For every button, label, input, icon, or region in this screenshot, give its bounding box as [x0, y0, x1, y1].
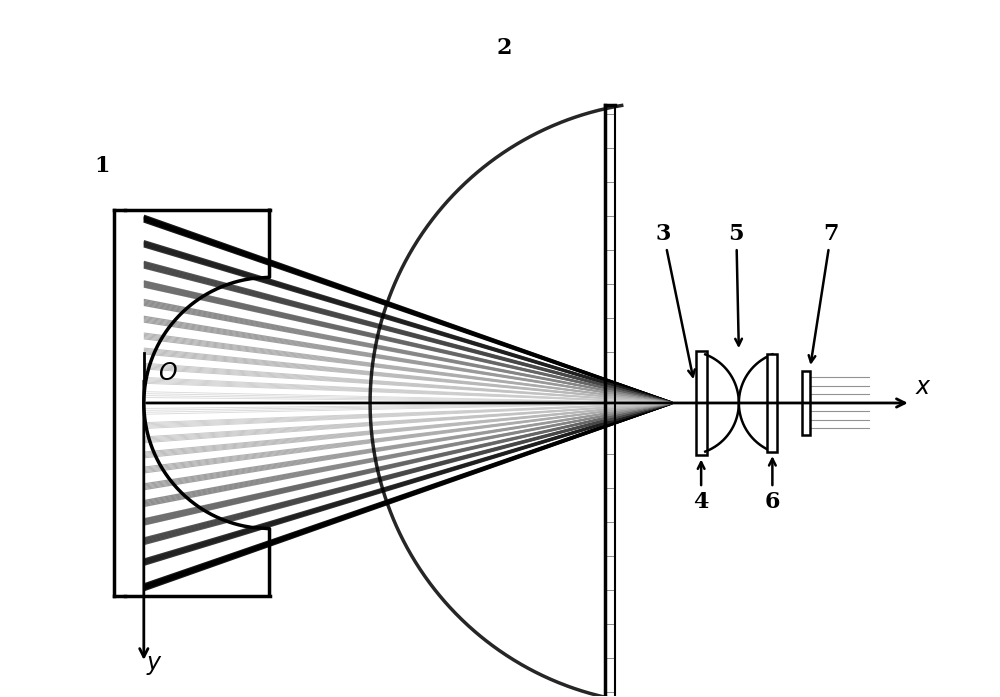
Text: $y$: $y$: [146, 654, 163, 677]
Text: 7: 7: [809, 222, 839, 362]
Text: 5: 5: [729, 222, 744, 346]
Text: $O$: $O$: [158, 362, 178, 385]
Text: $x$: $x$: [915, 376, 932, 399]
Text: 3: 3: [656, 222, 695, 376]
Bar: [802, 371, 810, 435]
Bar: [767, 354, 777, 452]
Bar: [696, 351, 707, 455]
Text: 1: 1: [94, 155, 110, 177]
Text: 4: 4: [693, 462, 709, 513]
Text: 6: 6: [765, 459, 780, 513]
Text: 2: 2: [496, 38, 512, 59]
